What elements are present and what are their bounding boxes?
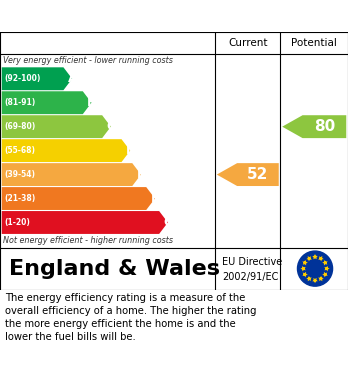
Polygon shape xyxy=(2,139,130,162)
Polygon shape xyxy=(322,272,328,277)
Text: Energy Efficiency Rating: Energy Efficiency Rating xyxy=(60,7,288,25)
Text: Very energy efficient - lower running costs: Very energy efficient - lower running co… xyxy=(3,56,173,65)
Polygon shape xyxy=(2,67,72,90)
Text: (21-38): (21-38) xyxy=(4,194,35,203)
Polygon shape xyxy=(306,276,312,281)
Polygon shape xyxy=(2,115,111,138)
Polygon shape xyxy=(2,163,141,186)
Text: EU Directive: EU Directive xyxy=(222,257,282,267)
Text: (1-20): (1-20) xyxy=(4,218,30,227)
Polygon shape xyxy=(282,115,346,138)
Text: B: B xyxy=(87,96,97,109)
Text: England & Wales: England & Wales xyxy=(9,258,220,279)
Text: 2002/91/EC: 2002/91/EC xyxy=(222,272,278,282)
Polygon shape xyxy=(306,256,312,262)
Text: Potential: Potential xyxy=(291,38,337,48)
Polygon shape xyxy=(318,276,324,281)
Text: 52: 52 xyxy=(247,167,269,182)
Text: 80: 80 xyxy=(314,119,335,134)
Circle shape xyxy=(298,251,333,286)
Polygon shape xyxy=(312,254,318,259)
Text: E: E xyxy=(137,168,145,181)
Text: (39-54): (39-54) xyxy=(4,170,35,179)
Text: A: A xyxy=(68,72,78,85)
Polygon shape xyxy=(2,91,92,114)
Polygon shape xyxy=(217,163,279,186)
Text: Current: Current xyxy=(228,38,268,48)
Text: C: C xyxy=(107,120,116,133)
Text: (69-80): (69-80) xyxy=(4,122,35,131)
Polygon shape xyxy=(302,260,308,265)
Polygon shape xyxy=(302,272,308,277)
Polygon shape xyxy=(322,260,328,265)
Text: The energy efficiency rating is a measure of the
overall efficiency of a home. T: The energy efficiency rating is a measur… xyxy=(5,293,257,343)
Text: G: G xyxy=(164,216,174,229)
Text: D: D xyxy=(126,144,136,157)
Text: Not energy efficient - higher running costs: Not energy efficient - higher running co… xyxy=(3,236,174,245)
Text: (55-68): (55-68) xyxy=(4,146,35,155)
Text: F: F xyxy=(151,192,159,205)
Text: (92-100): (92-100) xyxy=(4,74,41,83)
Polygon shape xyxy=(300,266,306,271)
Polygon shape xyxy=(312,278,318,283)
Polygon shape xyxy=(318,256,324,262)
Text: (81-91): (81-91) xyxy=(4,98,35,107)
Polygon shape xyxy=(2,211,168,234)
Polygon shape xyxy=(2,187,155,210)
Polygon shape xyxy=(324,266,330,271)
